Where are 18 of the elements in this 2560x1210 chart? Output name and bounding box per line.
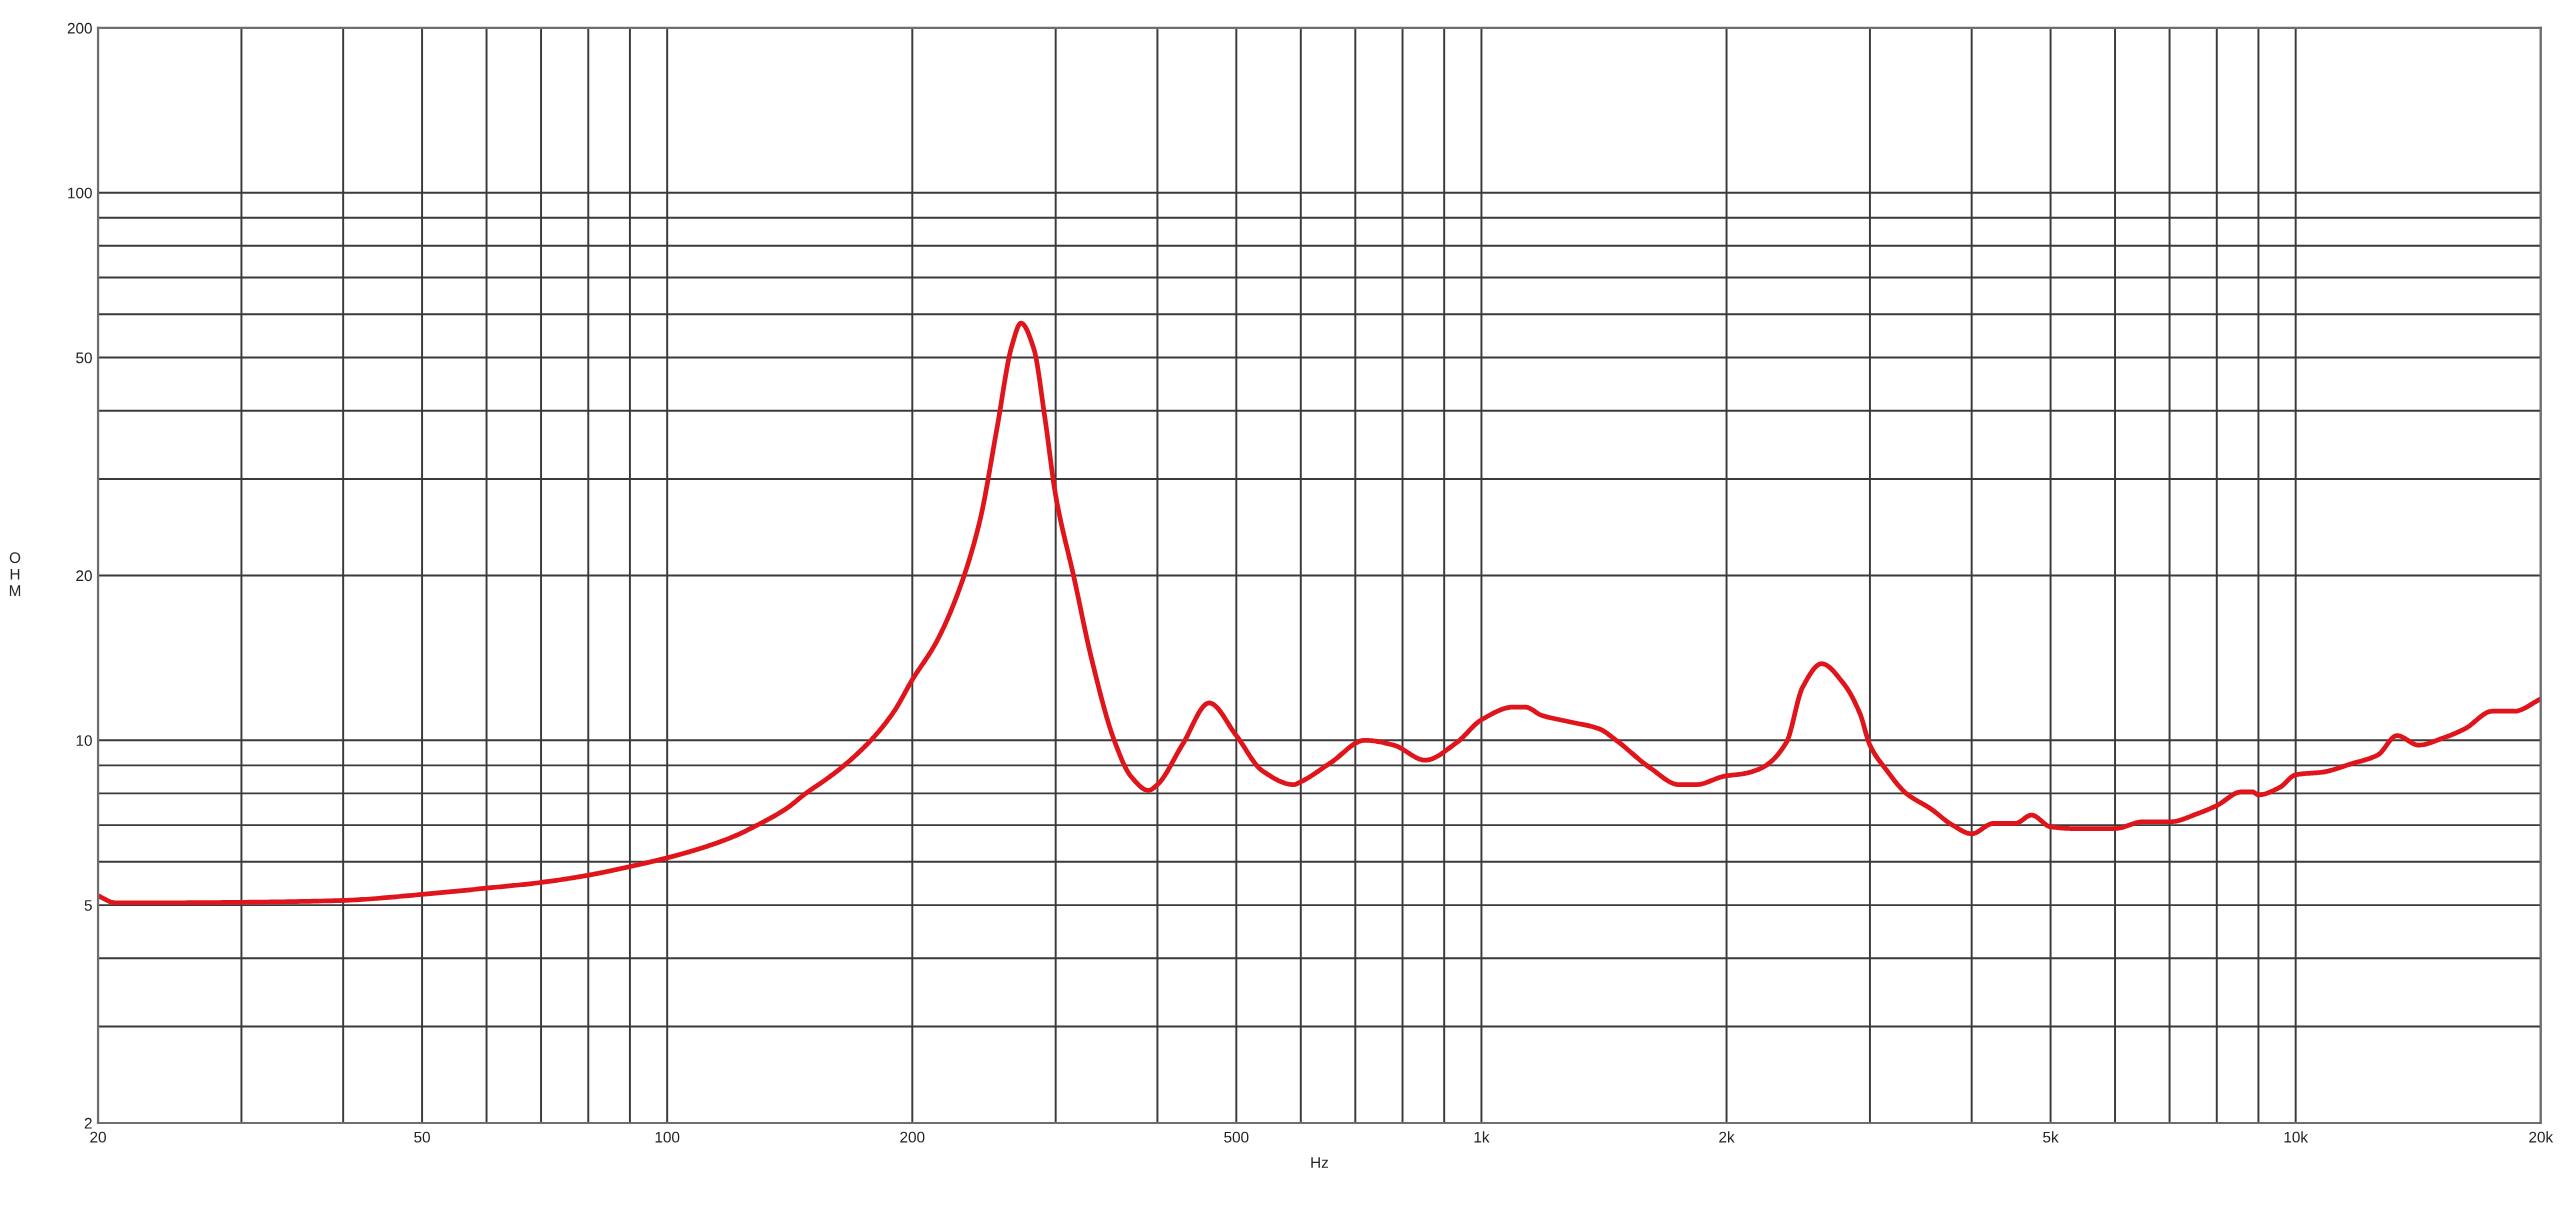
y-tick-label: 2	[84, 1117, 92, 1129]
y-tick-label: 200	[67, 22, 92, 34]
x-tick-label: 20k	[2529, 1131, 2554, 1143]
x-tick-label: 200	[900, 1131, 925, 1143]
x-tick-label: 100	[655, 1131, 680, 1143]
y-tick-label: 20	[76, 570, 92, 582]
y-tick-label: 5	[84, 900, 92, 911]
x-axis-title: Hz	[1311, 1157, 1328, 1168]
x-tick-label: 1k	[1474, 1131, 1490, 1143]
y-tick-label: 100	[68, 187, 92, 199]
x-tick-label: 10k	[2284, 1131, 2309, 1143]
x-tick-label: 500	[1224, 1131, 1249, 1143]
x-tick-label: 50	[414, 1131, 430, 1143]
y-tick-label: 10	[76, 735, 92, 746]
x-tick-label: 5k	[2043, 1131, 2059, 1143]
y-tick-label: 50	[76, 352, 92, 364]
y-axis-title: OHM	[9, 552, 21, 596]
x-tick-label: 2k	[1719, 1131, 1735, 1143]
